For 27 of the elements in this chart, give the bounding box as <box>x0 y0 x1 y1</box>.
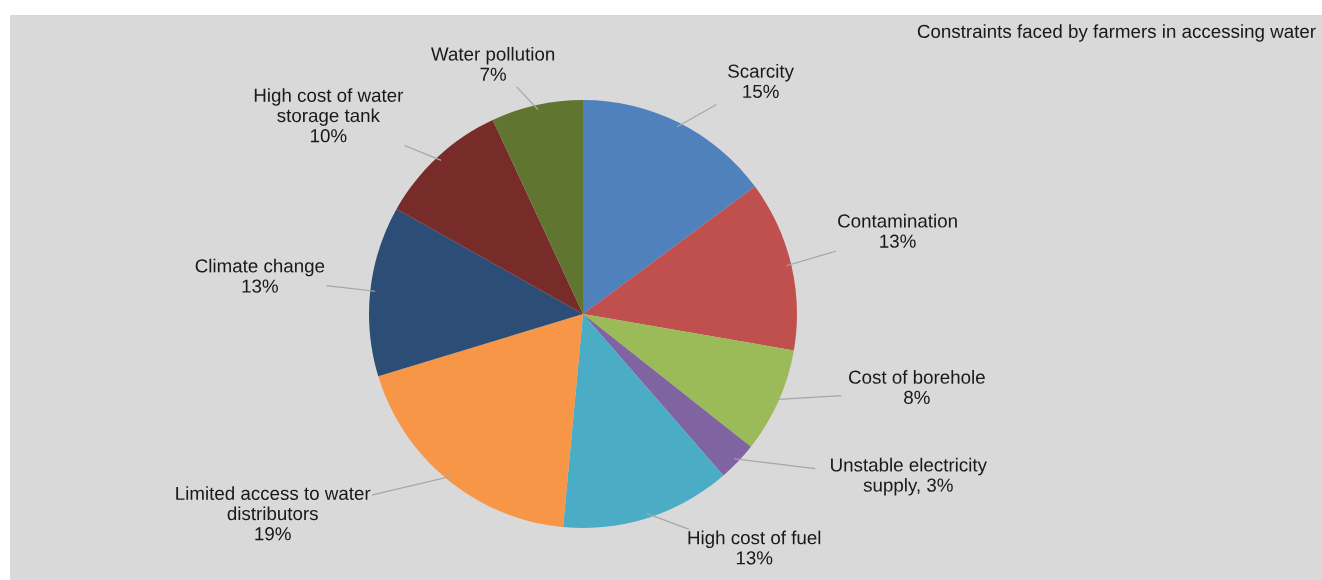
pie-slice <box>369 208 583 377</box>
data-label: 13% <box>242 279 278 293</box>
pie-slice <box>396 119 583 314</box>
data-label: 19% <box>255 527 291 541</box>
pie-slice <box>378 314 583 528</box>
slice-label: High cost of fuel <box>688 530 821 549</box>
slice-label: Limited access to water distributors <box>176 486 371 521</box>
data-label: 13% <box>736 551 773 565</box>
slice-label: Scarcity <box>728 64 794 82</box>
slice-label: Unstable electricity supply, 3% <box>831 457 987 496</box>
pie-slice <box>583 186 797 351</box>
slice-label: High cost of water storage tank <box>254 88 404 126</box>
pie-slice <box>583 314 751 476</box>
slice-label: Contamination <box>838 213 957 228</box>
data-label: 7% <box>480 67 506 81</box>
slice-label: Water pollution <box>431 46 555 65</box>
slice-label: Cost of borehole <box>849 370 985 384</box>
text: Constraints faced by farmers in accessing water <box>917 24 1316 42</box>
data-label: 8% <box>904 390 930 405</box>
data-label: 10% <box>311 129 347 143</box>
pie-slice <box>492 100 583 314</box>
pie-slice <box>563 314 724 528</box>
pie-slice <box>583 100 755 314</box>
data-label: 15% <box>743 84 779 99</box>
pie-slice <box>583 314 794 447</box>
data-label: 13% <box>880 234 916 248</box>
slice-label: Climate change <box>195 258 325 277</box>
